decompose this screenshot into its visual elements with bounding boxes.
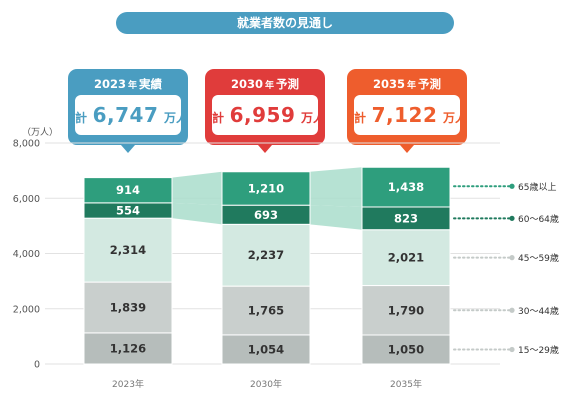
callout-kind: 予測 [276,77,300,91]
legend-dot [509,183,515,189]
data-label: 823 [394,211,418,225]
y-tick-label: 0 [34,360,40,371]
y-tick-label: 4,000 [13,249,40,260]
callout-total: 7,122 [371,103,438,127]
legend-label: 60～64歳 [518,213,559,225]
connector-band [310,167,362,207]
data-label: 2,314 [110,243,146,257]
data-label: 1,054 [248,342,284,356]
callout-caption: 2023 年実績 [68,76,188,92]
connector-band [310,205,362,230]
bar-segment [221,285,311,336]
callout-tail [121,145,135,153]
callout-suffix: 万人 [300,111,325,125]
callout-prefix: 計 [75,111,88,125]
data-label: 1,765 [248,304,284,318]
callout-tail [400,145,414,153]
legend-label: 15～29歳 [518,344,559,356]
y-tick-label: 2,000 [13,304,40,315]
data-label: 1,790 [388,303,424,317]
callout-caption: 2030 年予測 [205,76,325,92]
callout-prefix: 計 [212,111,225,125]
legend-label: 65歳以上 [518,181,556,193]
callout-caption: 2035 年予測 [347,76,467,92]
callout-year-suffix: 年 [407,81,417,91]
legend-dot [509,255,515,261]
callout-total: 6,747 [92,103,159,127]
callout-year-suffix: 年 [265,81,275,91]
callout-tail [258,145,272,153]
bar-segment [221,171,311,206]
callout-total-box: 計 7,122 万人 [354,95,467,135]
connector-band [172,202,222,225]
data-label: 914 [116,183,140,197]
legend-label: 45～59歳 [518,252,559,264]
legend-dot [509,346,515,353]
y-tick-label: 8,000 [13,139,40,150]
callout-suffix: 万人 [163,111,188,125]
bar-segment [361,285,451,336]
callout-kind: 予測 [418,77,442,91]
legend-dot [509,307,515,313]
connector-band [172,171,222,206]
callout-year: 2030 [230,77,263,91]
data-label: 1,839 [110,300,146,314]
callout-2030: 2030 年予測 計 6,959 万人 [205,69,325,153]
callout-2035: 2035 年予測 計 7,122 万人 [347,69,467,153]
y-unit-label: （万人） [22,128,59,138]
data-label: 1,126 [110,341,146,355]
bar-segment [83,332,173,365]
bar-segment [361,166,451,208]
bar-segment [361,229,451,287]
callout-2023: 2023 年実績 計 6,747 万人 [68,69,188,153]
legend-label: 30～44歳 [518,305,559,317]
data-label: 554 [116,204,140,218]
callout-prefix: 計 [354,111,367,125]
callout-kind: 実績 [139,77,163,91]
chart-title: 就業者数の見通し [116,12,454,34]
y-tick-label: 6,000 [13,194,40,205]
x-tick-label: 2030年 [250,378,282,390]
data-label: 1,438 [388,180,424,194]
callout-total-box: 計 6,959 万人 [212,95,325,135]
callout-total-box: 計 6,747 万人 [75,95,188,135]
callout-year: 2023 [93,77,126,91]
callout-year-suffix: 年 [128,81,138,91]
data-label: 2,021 [388,251,424,265]
data-label: 1,050 [388,342,424,356]
callout-year: 2035 [372,77,405,91]
data-label: 2,237 [248,248,284,262]
data-label: 1,210 [248,181,284,195]
x-tick-label: 2023年 [112,378,144,390]
callout-total: 6,959 [229,103,296,127]
bar-segment [83,177,173,204]
data-label: 693 [254,208,278,222]
bar-segment [221,334,311,365]
callout-suffix: 万人 [442,111,467,125]
x-tick-label: 2035年 [390,378,422,390]
legend-dot [509,215,515,221]
